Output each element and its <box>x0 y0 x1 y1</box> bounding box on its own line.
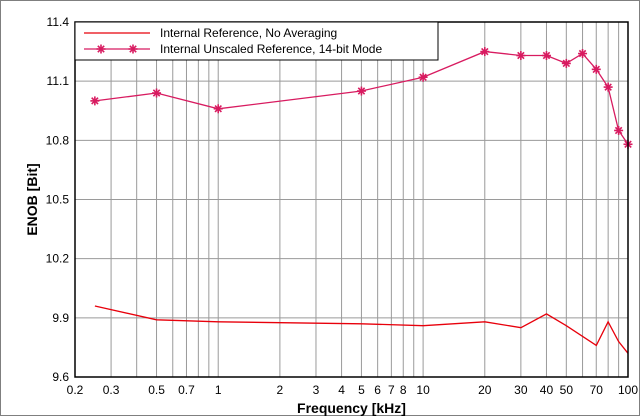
legend-label-series-1: Internal Reference, No Averaging <box>160 26 337 40</box>
legend: Internal Reference, No Averaging Interna… <box>74 21 439 61</box>
y-tick-label: 11.4 <box>47 15 70 29</box>
x-axis-label: Frequency [kHz] <box>297 400 406 416</box>
x-tick-label: 5 <box>358 383 365 397</box>
y-axis-label: ENOB [Bit] <box>24 163 40 235</box>
series-1-line <box>94 305 629 354</box>
x-tick-label: 70 <box>590 383 604 397</box>
legend-marker <box>128 44 138 54</box>
x-tick-label: 4 <box>338 383 345 397</box>
x-tick-label: 2 <box>277 383 284 397</box>
y-tick-label: 11.1 <box>47 74 70 88</box>
series-2-point <box>541 51 551 61</box>
x-tick-labels: 0.2 0.3 0.5 0.7 1 2 3 4 5 6 7 8 10 20 30 40 50 70 100 <box>67 383 639 397</box>
series-2-point <box>516 51 526 61</box>
x-tick-label: 30 <box>514 383 528 397</box>
series-2-point <box>614 125 624 135</box>
legend-marker <box>96 44 106 54</box>
x-tick-label: 0.3 <box>103 383 120 397</box>
x-tick-label: 7 <box>388 383 395 397</box>
x-tick-label: 6 <box>374 383 381 397</box>
series-2-point <box>213 104 223 114</box>
legend-box <box>74 21 439 61</box>
series-2-point <box>152 88 162 98</box>
x-tick-label: 1 <box>215 383 222 397</box>
legend-markers-series-2 <box>96 44 138 54</box>
x-tick-label: 0.2 <box>67 383 84 397</box>
series-2-point <box>603 82 613 92</box>
series-2-point <box>356 86 366 96</box>
series-2-point <box>90 96 100 106</box>
series-2-point <box>578 49 588 59</box>
series-2-point <box>480 47 490 57</box>
x-tick-label: 50 <box>560 383 574 397</box>
x-tick-label: 100 <box>618 383 638 397</box>
y-tick-label: 10.2 <box>46 252 70 266</box>
y-tick-label: 10.5 <box>46 193 70 207</box>
series-2-point <box>591 64 601 74</box>
y-tick-label: 9.6 <box>52 370 69 384</box>
y-tick-label: 9.9 <box>52 311 69 325</box>
x-tick-label: 3 <box>313 383 320 397</box>
x-tick-label: 0.7 <box>178 383 195 397</box>
x-tick-label: 40 <box>540 383 554 397</box>
x-tick-label: 0.5 <box>148 383 165 397</box>
y-tick-labels: 9.6 9.9 10.2 10.5 10.8 11.1 11.4 <box>46 15 70 384</box>
x-tick-label: 10 <box>416 383 430 397</box>
x-tick-label: 20 <box>478 383 492 397</box>
series-2-point <box>561 58 571 68</box>
y-tick-label: 10.8 <box>46 133 70 147</box>
legend-label-series-2: Internal Unscaled Reference, 14-bit Mode <box>160 42 382 56</box>
series-2-point <box>418 72 428 82</box>
x-tick-label: 8 <box>400 383 407 397</box>
